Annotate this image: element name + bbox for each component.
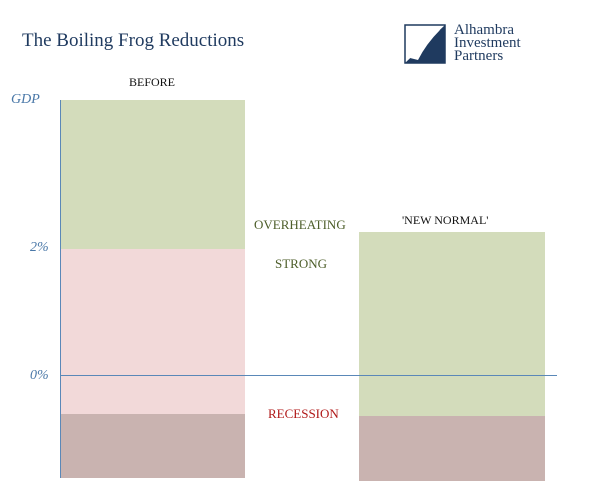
- before-strong-zone: [60, 249, 245, 414]
- new-normal-growth-zone: [359, 232, 545, 416]
- logo-line-3: Partners: [454, 48, 504, 64]
- new-normal-column-label: 'NEW NORMAL': [402, 213, 489, 227]
- before-column-label: BEFORE: [129, 75, 176, 89]
- before-recession-zone: [60, 414, 245, 478]
- logo-line-2: Investment: [454, 35, 521, 51]
- logo-line-1: Alhambra: [454, 22, 514, 38]
- tick-label-0pct: 0%: [30, 368, 49, 383]
- logo-mark-icon: [404, 24, 446, 64]
- strong-label: STRONG: [275, 256, 328, 271]
- logo-text: Alhambra Investment Partners: [454, 22, 521, 64]
- overheating-label: OVERHEATING: [254, 217, 346, 232]
- page-title: The Boiling Frog Reductions: [22, 30, 245, 51]
- zero-baseline: [60, 375, 557, 376]
- new-normal-recession-zone: [359, 416, 545, 481]
- gdp-axis-label: GDP: [11, 92, 40, 107]
- alhambra-logo: Alhambra Investment Partners: [404, 22, 554, 66]
- before-overheating-zone: [60, 100, 245, 249]
- tick-label-2pct: 2%: [30, 240, 49, 255]
- y-axis-line: [60, 100, 61, 478]
- recession-label: RECESSION: [268, 406, 339, 421]
